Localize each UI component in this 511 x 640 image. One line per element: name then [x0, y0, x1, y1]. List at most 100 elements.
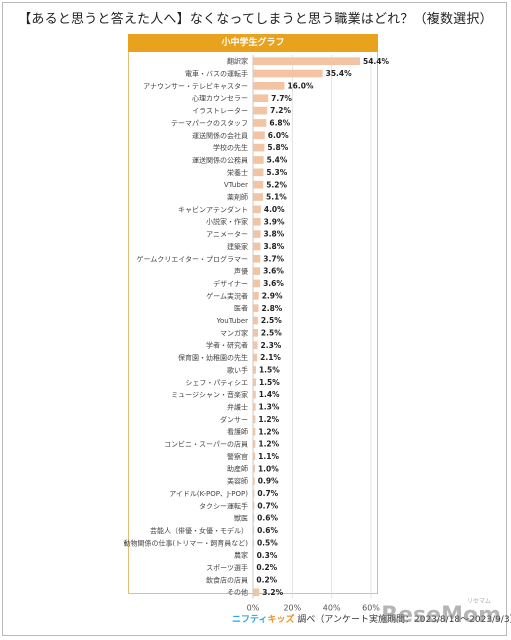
value-label: 0.7% [257, 489, 278, 498]
bar [253, 131, 265, 140]
value-label: 3.9% [264, 217, 285, 226]
bar [253, 576, 254, 584]
bar [253, 119, 267, 127]
value-label: 2.9% [262, 291, 283, 300]
labels: 翻訳家 54.4% 電車・バスの運転手 35.4% アナウンサー・テレビキャスター 16.… [124, 57, 390, 597]
bar [253, 304, 259, 313]
value-label: 1.5% [259, 366, 280, 375]
category-label: 電車・バスの運転手 [185, 69, 248, 78]
category-label: 心理カウンセラー [192, 95, 248, 103]
value-label: 3.6% [263, 279, 284, 288]
watermark-kana: リセマム [466, 598, 491, 605]
category-label: ミュージシャン・音楽家 [171, 390, 248, 399]
category-label: 保育園・幼稚園の先生 [178, 353, 248, 362]
value-label: 5.3% [266, 168, 287, 177]
value-label: 0.9% [258, 477, 279, 486]
value-label: 2.3% [261, 341, 282, 350]
value-label: 16.0% [287, 81, 314, 90]
value-label: 1.2% [258, 440, 279, 449]
bar [253, 242, 261, 251]
source-text: 調べ（アンケート実施期間：2023/8/18～2023/9/3） [297, 615, 511, 625]
bar [253, 440, 256, 448]
bar [253, 514, 255, 522]
bar [253, 205, 261, 214]
value-label: 0.7% [257, 501, 278, 510]
category-label: タクシー運転手 [199, 501, 248, 510]
bar [253, 193, 264, 201]
value-label: 2.1% [260, 353, 281, 362]
category-label: 学者・研究者 [206, 341, 248, 350]
bar [253, 180, 264, 189]
bar [253, 82, 285, 90]
category-label: 動物関係の仕事(トリマー・飼育員など) [124, 538, 249, 547]
bar [253, 477, 255, 485]
bar [253, 551, 254, 560]
value-label: 1.5% [259, 378, 280, 387]
bar [253, 588, 260, 597]
bar [253, 69, 323, 78]
value-label: 0.5% [257, 538, 278, 547]
bar [253, 217, 261, 226]
bar [253, 279, 261, 288]
bar [253, 291, 259, 300]
bar [253, 156, 264, 164]
category-label: デザイナー [213, 279, 248, 288]
value-label: 6.8% [269, 119, 290, 128]
category-label: アニメーター [206, 230, 248, 239]
category-label: テーマパークのスタッフ [171, 118, 248, 127]
category-label: 飲食店の店員 [206, 575, 248, 584]
category-label: 看護師 [227, 427, 248, 436]
bar [253, 341, 258, 350]
category-label: コンビニ・スーパーの店員 [164, 440, 248, 449]
bar [253, 403, 256, 411]
category-label: キャビンアテンダント [178, 205, 248, 214]
value-label: 1.0% [258, 464, 279, 473]
value-label: 54.4% [363, 57, 390, 66]
axis-ticks: 0% 20% 40% 60% [247, 603, 381, 612]
page-title: 【あると思うと答えた人へ】なくなってしまうと思う職業はどれ？（複数選択） [18, 12, 493, 27]
category-label: 小説家・作家 [206, 217, 248, 226]
bar [253, 452, 256, 461]
category-label: 農家 [234, 551, 248, 560]
bar [253, 329, 258, 337]
bar [253, 267, 261, 275]
value-label: 0.2% [256, 575, 277, 584]
value-label: 5.4% [267, 156, 288, 165]
category-label: 学校の先生 [213, 143, 248, 152]
category-label: 歌い手 [227, 365, 248, 374]
value-label: 1.4% [259, 390, 280, 399]
category-label: VTuber [224, 181, 248, 189]
bar [253, 254, 261, 263]
category-label: 声優 [234, 267, 248, 276]
bar [253, 316, 258, 325]
value-label: 1.2% [258, 427, 279, 436]
value-label: 0.6% [257, 514, 278, 523]
bar [253, 230, 261, 238]
category-label: 栄養士 [227, 168, 248, 177]
bar [253, 143, 265, 152]
x-tick-label: 0% [247, 603, 260, 612]
value-label: 6.0% [268, 131, 289, 140]
bar [253, 415, 256, 424]
value-label: 2.5% [261, 328, 282, 337]
value-label: 5.1% [266, 193, 287, 202]
category-label: 助産師 [227, 464, 248, 473]
value-label: 3.2% [262, 588, 283, 597]
category-label: 運送関係の会社員 [192, 131, 248, 140]
category-label: 建築家 [227, 242, 248, 251]
value-label: 7.2% [270, 106, 291, 115]
value-label: 5.8% [267, 143, 288, 152]
category-label: 医者 [234, 305, 248, 313]
category-label: シェフ・パティシエ [185, 379, 248, 387]
category-label: 薬剤師 [227, 193, 248, 202]
bar [253, 427, 256, 436]
value-label: 0.2% [256, 563, 277, 572]
brand-nifty: ニフティ [232, 615, 268, 625]
brand-kids: キッズ [267, 615, 295, 625]
bar [253, 538, 254, 547]
value-label: 7.7% [271, 94, 292, 103]
bar [253, 57, 360, 66]
bar [253, 106, 268, 115]
bar [253, 489, 255, 498]
